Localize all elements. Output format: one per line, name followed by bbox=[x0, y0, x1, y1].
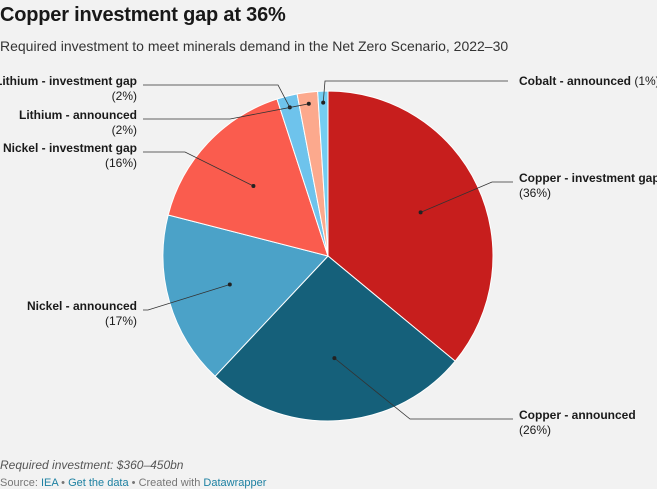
slice-cobalt-announced[interactable] bbox=[317, 90, 329, 257]
chart-subtitle: Required investment to meet minerals dem… bbox=[0, 38, 509, 54]
slice-pct-nickel-announced: (17%) bbox=[105, 314, 137, 328]
datawrapper-link[interactable]: Datawrapper bbox=[203, 477, 267, 489]
slice-pct-lithium-announced: (2%) bbox=[112, 123, 137, 137]
slice-label-nickel-investment-gap: Nickel - investment gap bbox=[3, 141, 137, 155]
leader-dot-copper-announced bbox=[332, 356, 337, 361]
leader-lines bbox=[143, 80, 513, 420]
source-link[interactable]: IEA bbox=[40, 477, 59, 489]
slice-nickel-investment-gap[interactable] bbox=[167, 98, 329, 257]
leader-dot-copper-investment-gap bbox=[418, 210, 423, 215]
leader-dot-nickel-investment-gap bbox=[251, 184, 256, 188]
leader-dot-cobalt-announced bbox=[321, 100, 326, 105]
slice-pct-copper-investment-gap: (36%) bbox=[519, 186, 551, 200]
slice-copper-announced[interactable] bbox=[214, 255, 456, 422]
source-separator: • bbox=[58, 477, 69, 489]
leader-line-lithium-announced bbox=[143, 103, 309, 120]
leader-line-cobalt-announced bbox=[322, 80, 508, 103]
slice-nickel-announced[interactable] bbox=[162, 214, 329, 377]
chart-title: Copper investment gap at 36% bbox=[0, 4, 286, 26]
slice-copper-investment-gap[interactable] bbox=[327, 90, 494, 362]
source-line: Source: IEA • Get the data • Created wit… bbox=[0, 477, 266, 489]
slice-pct-lithium-investment-gap: (2%) bbox=[112, 89, 137, 103]
slice-label-lithium-investment-gap: Lithium - investment gap bbox=[0, 74, 137, 88]
source-prefix: Source: bbox=[0, 477, 41, 489]
slice-label-nickel-announced: Nickel - announced bbox=[27, 299, 137, 313]
leader-line-nickel-investment-gap bbox=[143, 151, 254, 187]
slice-pct-nickel-investment-gap: (16%) bbox=[105, 156, 137, 170]
slice-pct-copper-announced: (26%) bbox=[519, 423, 551, 437]
get-data-link[interactable]: Get the data bbox=[68, 477, 129, 489]
leader-line-copper-investment-gap bbox=[420, 181, 513, 213]
leader-line-copper-announced bbox=[334, 357, 513, 420]
leader-line-lithium-investment-gap bbox=[143, 84, 291, 108]
slice-label-copper-announced: Copper - announced bbox=[519, 408, 636, 422]
pie-slices bbox=[162, 90, 494, 422]
footnote: Required investment: $360–450bn bbox=[0, 458, 184, 472]
leader-dot-nickel-announced bbox=[227, 282, 232, 287]
slice-labels: Copper - investment gap(36%) Copper - ann… bbox=[0, 74, 657, 437]
created-with-text: • Created with bbox=[128, 477, 204, 489]
slice-label-lithium-announced: Lithium - announced bbox=[19, 108, 137, 122]
slice-label-cobalt-announced: Cobalt - announced (1%) bbox=[519, 74, 657, 88]
slice-label-copper-investment-gap: Copper - investment gap bbox=[519, 171, 657, 185]
leader-dot-lithium-announced bbox=[306, 101, 311, 106]
leader-line-nickel-announced bbox=[143, 284, 230, 311]
